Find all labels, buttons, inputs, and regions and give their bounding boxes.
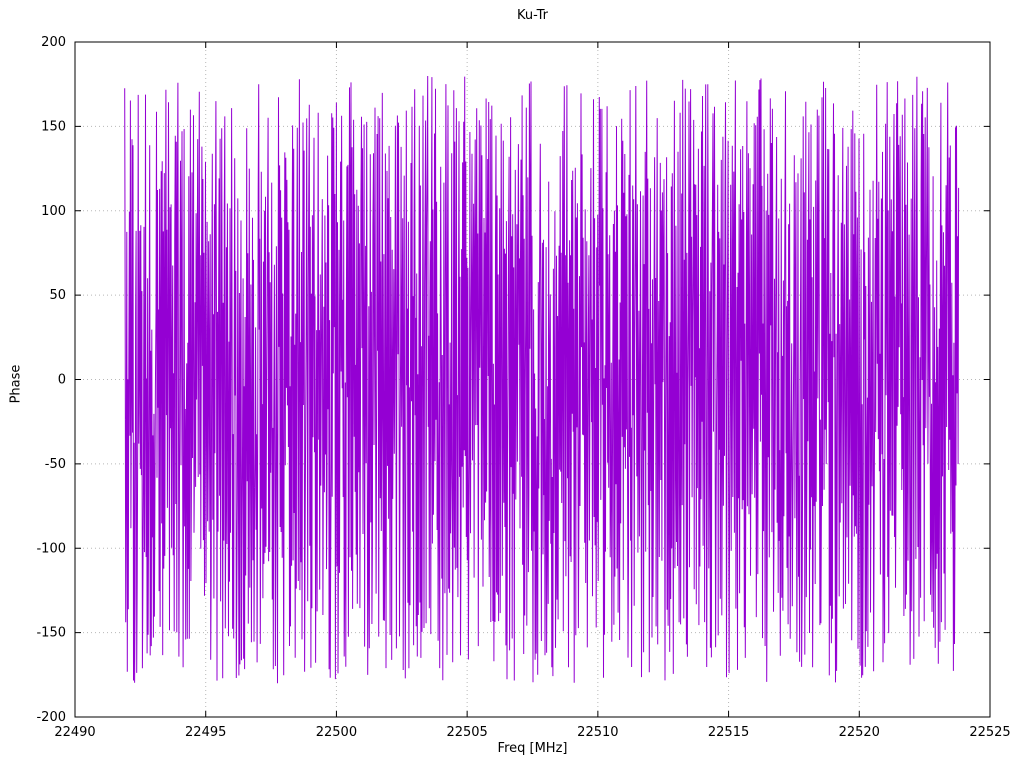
x-tick-label: 22490	[54, 725, 95, 740]
y-tick-label: 200	[41, 35, 66, 50]
x-tick-label: 22515	[708, 725, 749, 740]
x-tick-label: 22500	[316, 725, 357, 740]
y-tick-label: 150	[41, 119, 66, 134]
x-tick-label: 22520	[839, 725, 880, 740]
phase-trace	[124, 75, 960, 684]
y-tick-label: 100	[41, 204, 66, 219]
x-tick-label: 22505	[446, 725, 487, 740]
x-tick-label: 22495	[185, 725, 226, 740]
x-tick-label: 22525	[969, 725, 1010, 740]
y-tick-label: -150	[36, 626, 66, 641]
x-tick-label: 22510	[577, 725, 618, 740]
y-tick-label: 50	[49, 288, 66, 303]
chart-title: Ku-Tr	[517, 8, 548, 23]
x-axis-label: Freq [MHz]	[497, 741, 568, 756]
y-tick-label: -50	[45, 457, 66, 472]
y-tick-label: -100	[36, 541, 66, 556]
y-tick-label: -200	[36, 710, 66, 725]
y-tick-label: 0	[58, 373, 66, 388]
